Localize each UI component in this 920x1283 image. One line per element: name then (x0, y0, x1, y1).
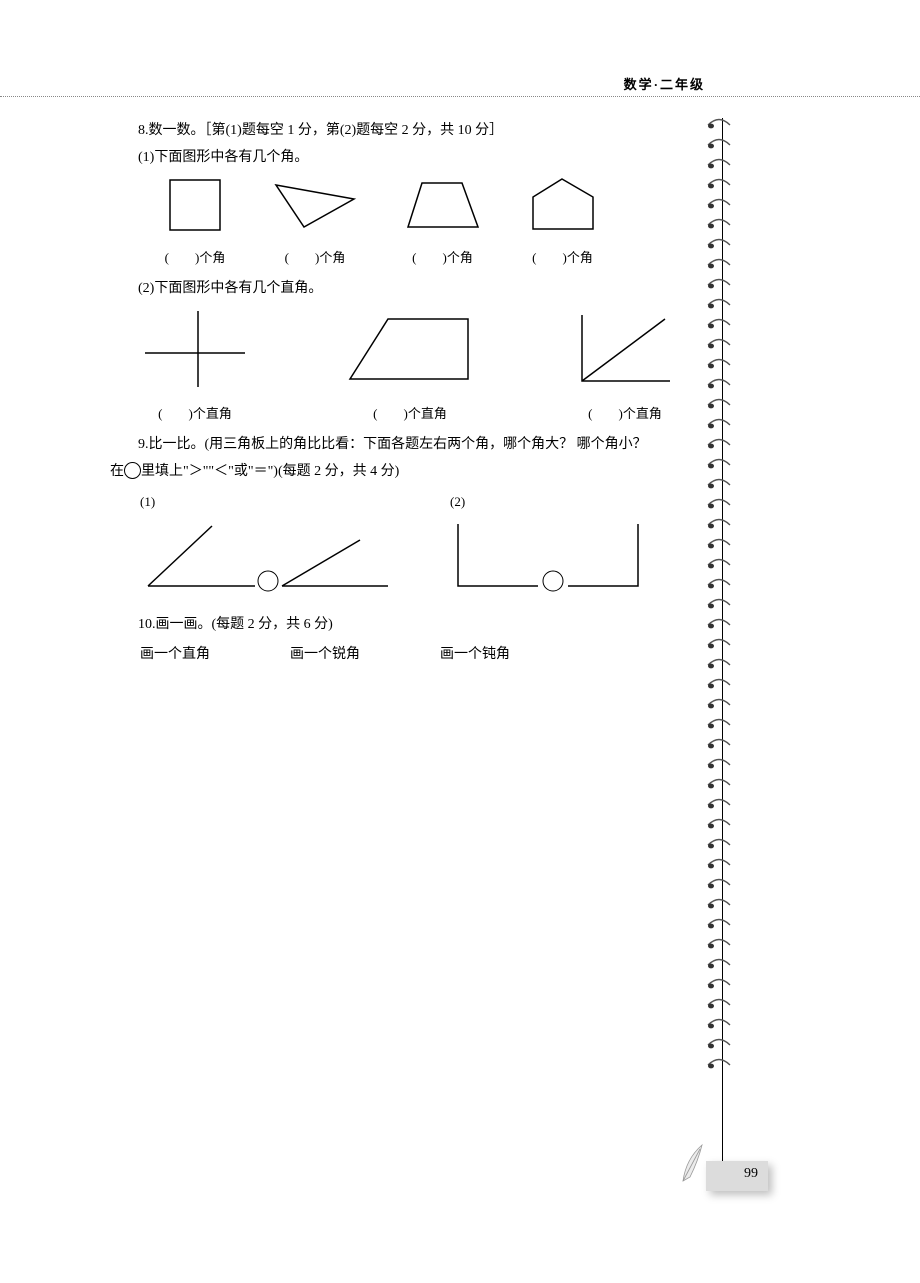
q8-title: 8.数一数。［第(1)题每空 1 分，第(2)题每空 2 分，共 10 分］ (110, 118, 680, 145)
spiral-binding (706, 118, 732, 1071)
q10-obtuse: 画一个钝角 (440, 642, 510, 669)
q9-fig-1: (1) (140, 490, 390, 604)
q9-figures: (1) (2) (140, 490, 680, 604)
q10-right: 画一个直角 (140, 642, 210, 669)
q8-shapes-row-2: ( )个直角 ( )个直角 ( )个直角 (140, 309, 680, 426)
q8-shapes-row-1: ( )个角 ( )个角 ( )个角 ( )个角 (160, 175, 680, 270)
q10-labels: 画一个直角 画一个锐角 画一个钝角 (140, 642, 680, 669)
shape-cross: ( )个直角 (140, 309, 250, 426)
q10-title: 10.画一画。(每题 2 分，共 6 分) (110, 612, 680, 639)
circle-icon (124, 462, 141, 479)
cross-lines-icon (140, 309, 250, 389)
q10-acute: 画一个锐角 (290, 642, 360, 669)
square-icon (160, 175, 230, 233)
q8-part1-text: (1)下面图形中各有几个角。 (110, 145, 680, 172)
right-angle-with-ray-icon (570, 309, 680, 389)
q9-title: 9.比一比。(用三角板上的角比比看：下面各题左右两个角，哪个角大？ 哪个角小？ (110, 432, 680, 459)
page-number: 99 (744, 1166, 758, 1181)
q9-angles-2-icon (450, 518, 650, 593)
pentagon-house-icon (525, 175, 600, 233)
shape-right-trapezoid: ( )个直角 (340, 309, 480, 426)
shape-pentagon: ( )个角 (525, 175, 600, 270)
q9-instruction: 在里填上"＞""＜"或"＝")(每题 2 分，共 4 分) (110, 459, 680, 486)
q9-angles-1-icon (140, 518, 390, 593)
shape-square: ( )个角 (160, 175, 230, 270)
triangle-icon (270, 175, 360, 233)
page-number-box: 99 (706, 1161, 768, 1191)
header-title: 数学·二年级 (624, 74, 705, 93)
shape-angle-with-bisector: ( )个直角 (570, 309, 680, 426)
dotted-divider (0, 96, 920, 97)
shape-trapezoid: ( )个角 (400, 175, 485, 270)
page-content: 8.数一数。［第(1)题每空 1 分，第(2)题每空 2 分，共 10 分］ (… (110, 118, 680, 669)
shape-triangle: ( )个角 (270, 175, 360, 270)
right-trapezoid-icon (340, 309, 480, 389)
trapezoid-icon (400, 175, 485, 233)
q8-part2-text: (2)下面图形中各有几个直角。 (110, 276, 680, 303)
q9-fig-2: (2) (450, 490, 650, 604)
